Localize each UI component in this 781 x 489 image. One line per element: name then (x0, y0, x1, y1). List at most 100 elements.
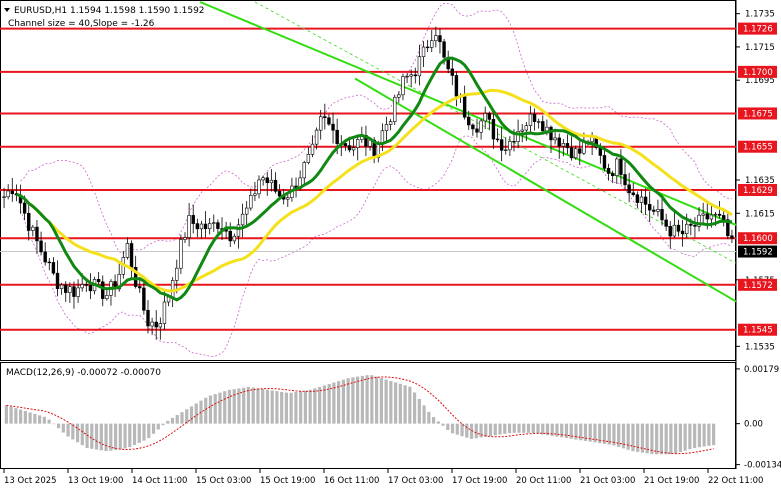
candle-body (191, 215, 195, 224)
candle-body (672, 224, 677, 237)
macd-bar (118, 423, 122, 450)
macd-bar (180, 412, 184, 424)
candle-body (273, 179, 278, 192)
candle-body (606, 168, 611, 174)
macd-bar (261, 389, 265, 424)
candle-body (639, 196, 644, 203)
candle-body (335, 129, 339, 145)
level-label-1.1700: 1.1700 (743, 68, 773, 78)
candle-body (709, 214, 714, 220)
candle-body (310, 143, 315, 155)
candle-body (162, 301, 167, 324)
time-axis: 13 Oct 2025 13 Oct 19:00 14 Oct 11:00 15 Oc… (3, 469, 763, 486)
candle-body (277, 191, 282, 197)
macd-bar (185, 409, 189, 424)
candle-body (512, 140, 516, 143)
level-label-box (738, 22, 777, 35)
candle-body (553, 137, 557, 141)
candle-body (146, 309, 150, 327)
level-label-1.1545: 1.1545 (743, 326, 773, 336)
candle-body (105, 295, 109, 299)
macd-bar (498, 423, 502, 435)
macd-bar (356, 376, 360, 424)
candle-body (442, 41, 446, 58)
candle-body (483, 113, 487, 122)
macd-bar (223, 391, 227, 424)
candle-body (471, 124, 475, 130)
candle-body (602, 155, 607, 169)
level-label-1.1600: 1.1600 (743, 234, 773, 244)
macd-bar (208, 395, 213, 424)
candle-body (631, 192, 635, 195)
macd-bar (555, 423, 559, 437)
candle-body (561, 143, 566, 147)
candle-body (717, 213, 722, 216)
candle-body (689, 223, 693, 226)
macd-bar (545, 423, 550, 436)
candle-body (232, 235, 237, 242)
macd-bar (602, 423, 607, 444)
macd-bar (636, 423, 640, 452)
candle-body (508, 140, 512, 151)
price-tick-label: 1.1715 (745, 43, 775, 53)
candle-body (384, 124, 389, 132)
macd-bar (507, 423, 512, 434)
macd-bar (408, 386, 412, 424)
macd-bar (431, 417, 436, 424)
macd-bar (23, 411, 27, 424)
candle-body (726, 219, 730, 237)
candle-body (479, 120, 483, 133)
macd-bar (493, 423, 497, 436)
candle-body (652, 209, 656, 212)
macd-bar (175, 415, 179, 424)
candle-body (96, 279, 101, 283)
candle-body (35, 226, 39, 242)
candle-body (133, 267, 138, 287)
candle-body (467, 116, 471, 126)
macd-bar (631, 423, 635, 452)
candle-body (351, 147, 356, 151)
macd-bar (474, 423, 478, 439)
candle-body (10, 190, 14, 194)
macd-bar (450, 423, 455, 434)
candle-body (138, 286, 142, 289)
macd-bar (19, 409, 23, 424)
macd-bar (626, 423, 630, 450)
candle-body (495, 138, 500, 141)
channel-lower (354, 77, 737, 303)
candle-body (524, 125, 529, 131)
macd-bar (360, 375, 364, 424)
macd-bar (479, 423, 483, 438)
candle-body (331, 123, 335, 131)
candle-body (504, 149, 508, 151)
candle-body (462, 95, 467, 118)
candle-body (582, 141, 586, 154)
level-label-box (738, 65, 777, 78)
candle-body (347, 145, 352, 151)
macd-bar (436, 421, 440, 424)
candle-body (668, 226, 672, 237)
dropdown-triangle-icon[interactable] (4, 8, 10, 12)
level-label-1.1655: 1.1655 (743, 143, 773, 153)
macd-bar (394, 382, 398, 424)
candle-body (72, 286, 76, 297)
time-tick-label: 14 Oct 11:00 (132, 476, 187, 486)
macd-bar (56, 423, 61, 429)
candle-body (84, 284, 89, 286)
candle-body (520, 129, 524, 132)
level-label-box (738, 323, 777, 336)
macd-bar (9, 406, 13, 424)
macd-bar (460, 423, 464, 437)
macd-bar (256, 388, 260, 424)
candle-body (680, 230, 685, 234)
candle-body (306, 154, 311, 163)
macd-bar (621, 423, 626, 449)
current-price-label: 1.1592 (743, 248, 773, 258)
macd-bar (422, 405, 426, 424)
macd-bar (232, 389, 236, 424)
macd-bar (365, 375, 369, 424)
candle-body (195, 223, 200, 230)
time-tick-label: 17 Oct 03:00 (388, 476, 443, 486)
candle-body (409, 74, 413, 77)
